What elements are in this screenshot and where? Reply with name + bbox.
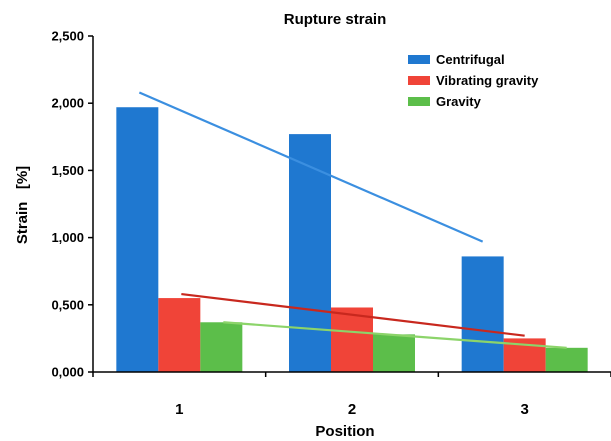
y-tick-label: 0,500 bbox=[51, 297, 84, 312]
bar-centrifugal-1 bbox=[116, 107, 159, 373]
plot-area: 0,000 0,500 1,000 1,500 2,000 2,500 1 2 3 bbox=[51, 29, 611, 418]
legend: Centrifugal Vibrating gravity Gravity bbox=[408, 52, 539, 109]
legend-swatch bbox=[408, 55, 430, 64]
legend-label: Gravity bbox=[436, 94, 482, 109]
bar-centrifugal-2 bbox=[289, 134, 331, 372]
chart-title: Rupture strain bbox=[284, 11, 387, 28]
trendline-centrifugal bbox=[138, 91, 484, 243]
x-tick-label: 2 bbox=[348, 401, 356, 418]
y-tick-label: 0,000 bbox=[51, 365, 84, 380]
y-tick-label: 2,500 bbox=[51, 29, 84, 44]
bar-centrifugal-3 bbox=[461, 256, 504, 372]
bar-gravity-3 bbox=[545, 347, 588, 372]
legend-swatch bbox=[408, 97, 430, 106]
trendline-vibrating-gravity bbox=[181, 292, 525, 337]
bar-vibrating-gravity-1 bbox=[158, 298, 201, 372]
legend-label: Vibrating gravity bbox=[436, 73, 539, 88]
bar-gravity-2 bbox=[373, 334, 415, 372]
trendline-gravity bbox=[223, 321, 567, 349]
y-tick-label: 1,000 bbox=[51, 230, 84, 245]
y-tick-label: 1,500 bbox=[51, 163, 84, 178]
legend-swatch bbox=[408, 76, 430, 85]
y-axis-label: Strain [%] bbox=[14, 166, 31, 244]
y-tick-label: 2,000 bbox=[51, 96, 84, 111]
x-tick-label: 1 bbox=[175, 401, 183, 418]
x-axis-label: Position bbox=[315, 423, 374, 440]
bar-vibrating-gravity-2 bbox=[331, 307, 373, 372]
x-tick-label: 3 bbox=[520, 401, 528, 418]
legend-label: Centrifugal bbox=[436, 52, 505, 67]
bar-gravity-1 bbox=[200, 322, 243, 372]
